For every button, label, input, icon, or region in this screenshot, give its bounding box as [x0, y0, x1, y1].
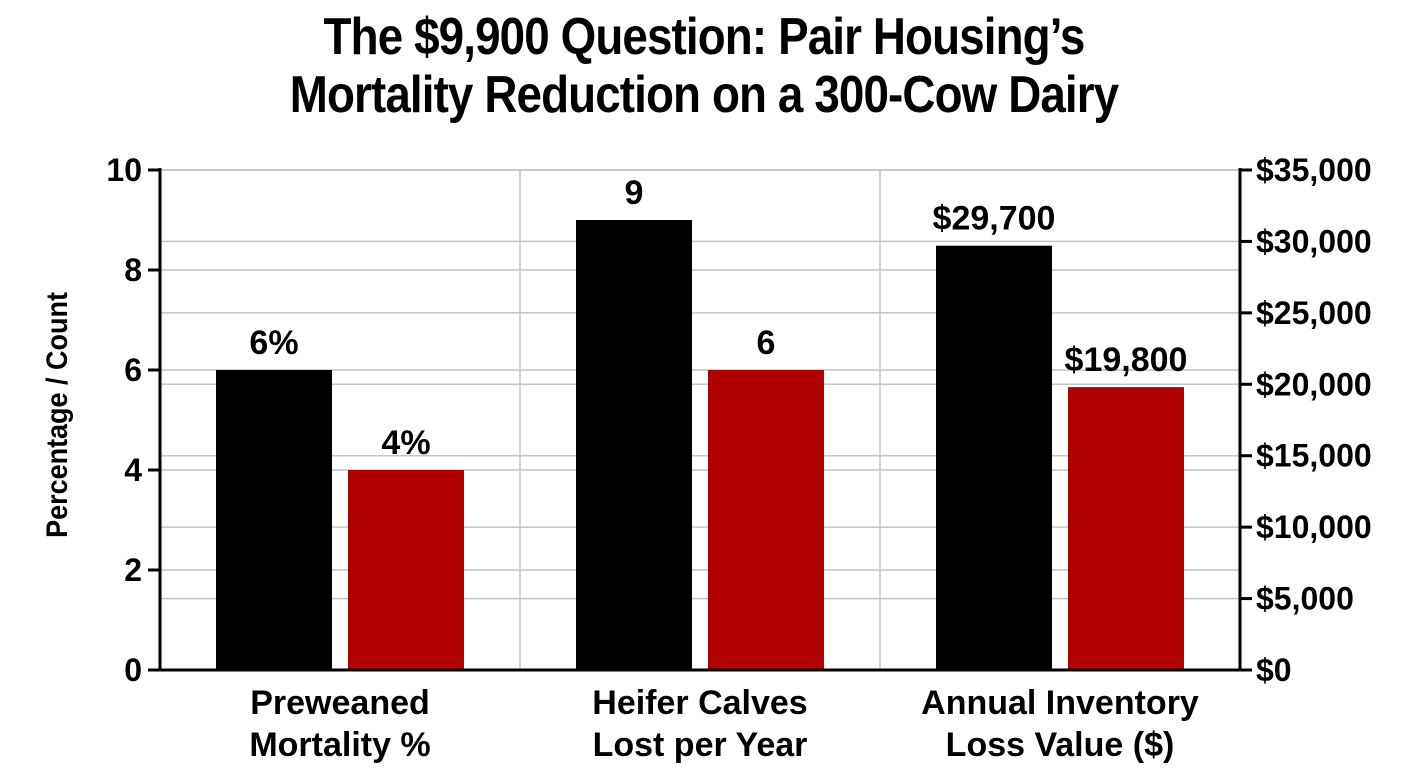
bar [936, 245, 1052, 670]
label-layer: 0 2 4 6 8 10 $0 $5,000 $10,000 $15,000 $20,000 $25,… [106, 152, 1371, 764]
category-label: Lost per Year [593, 726, 808, 764]
bar [348, 470, 464, 670]
y-tick-label-right: $5,000 [1256, 581, 1354, 617]
category-label: Heifer Calves [592, 684, 807, 722]
bar [1068, 387, 1184, 670]
bar [216, 370, 332, 670]
axis-layer [148, 168, 1252, 672]
data-label: 4% [381, 424, 430, 462]
y-tick-label-left: 6 [124, 352, 142, 388]
chart-title: The $9,900 Question: Pair Housing’s Mort… [84, 8, 1323, 124]
y-tick-label-right: $35,000 [1256, 152, 1372, 188]
chart-title-line-1: The $9,900 Question: Pair Housing’s [323, 8, 1086, 66]
data-label: 6 [757, 324, 776, 362]
chart-title-line-2: Mortality Reduction on a 300-Cow Dairy [289, 66, 1119, 124]
y-tick-label-left: 8 [124, 252, 142, 288]
y-tick-label-left: 0 [124, 652, 142, 688]
y-tick-label-right: $30,000 [1256, 223, 1372, 259]
y-tick-label-left: 4 [124, 452, 142, 488]
y-tick-label-left: 10 [106, 152, 142, 188]
y-tick-label-right: $25,000 [1256, 295, 1372, 331]
bar [708, 370, 824, 670]
y-tick-label-left: 2 [124, 552, 142, 588]
data-label: $19,800 [1065, 341, 1188, 379]
category-label: Loss Value ($) [946, 726, 1175, 764]
data-label: $29,700 [933, 200, 1056, 238]
bar [576, 220, 692, 670]
data-label: 9 [625, 174, 644, 212]
category-label: Preweaned [250, 684, 430, 722]
y-tick-label-right: $0 [1256, 652, 1292, 688]
data-label: 6% [249, 324, 298, 362]
category-label: Mortality % [249, 726, 430, 764]
y-tick-label-right: $15,000 [1256, 438, 1372, 474]
y-tick-label-right: $20,000 [1256, 366, 1372, 402]
bar-layer [216, 220, 1184, 670]
grid-layer [160, 169, 1240, 670]
category-label: Annual Inventory [921, 684, 1199, 722]
y-tick-label-right: $10,000 [1256, 509, 1372, 545]
y-axis-title: Percentage / Count [41, 292, 75, 538]
